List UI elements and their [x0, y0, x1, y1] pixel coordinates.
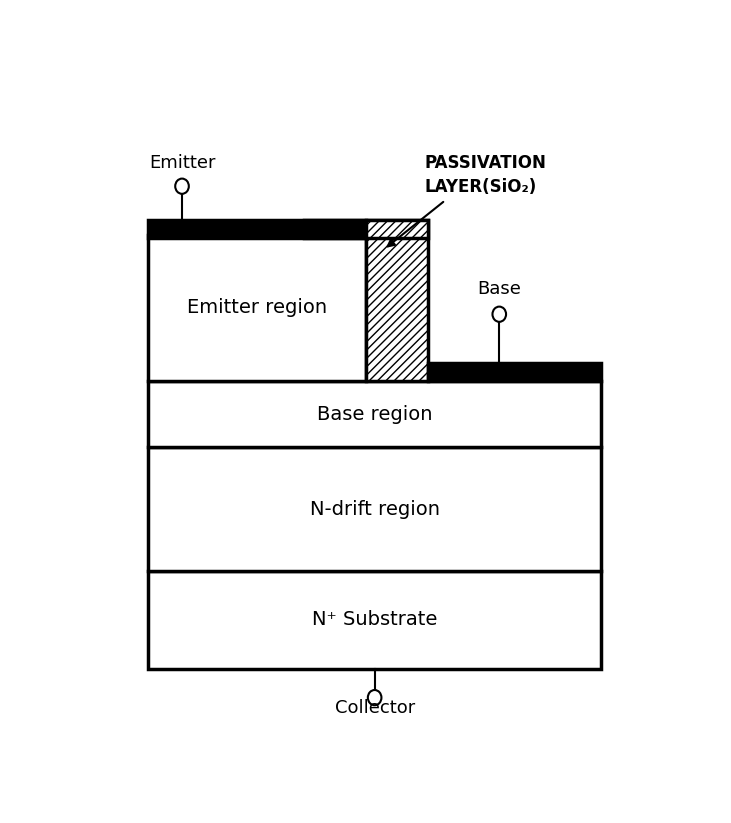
- Circle shape: [493, 307, 506, 322]
- Text: Emitter: Emitter: [149, 154, 215, 172]
- Text: Base: Base: [477, 281, 521, 299]
- Bar: [148, 448, 602, 571]
- Circle shape: [175, 179, 189, 194]
- Bar: [304, 221, 428, 238]
- Text: N⁺ Substrate: N⁺ Substrate: [312, 611, 437, 630]
- Text: N-drift region: N-drift region: [310, 500, 439, 518]
- Text: Collector: Collector: [335, 699, 414, 717]
- Bar: [148, 381, 602, 448]
- Circle shape: [368, 690, 382, 705]
- Text: Base region: Base region: [317, 405, 433, 424]
- Bar: [148, 221, 366, 238]
- Text: Emitter region: Emitter region: [187, 299, 327, 318]
- Bar: [148, 571, 602, 669]
- Text: PASSIVATION
LAYER(SiO₂): PASSIVATION LAYER(SiO₂): [424, 154, 546, 196]
- Bar: [366, 221, 428, 381]
- Bar: [148, 235, 366, 381]
- Bar: [428, 363, 601, 381]
